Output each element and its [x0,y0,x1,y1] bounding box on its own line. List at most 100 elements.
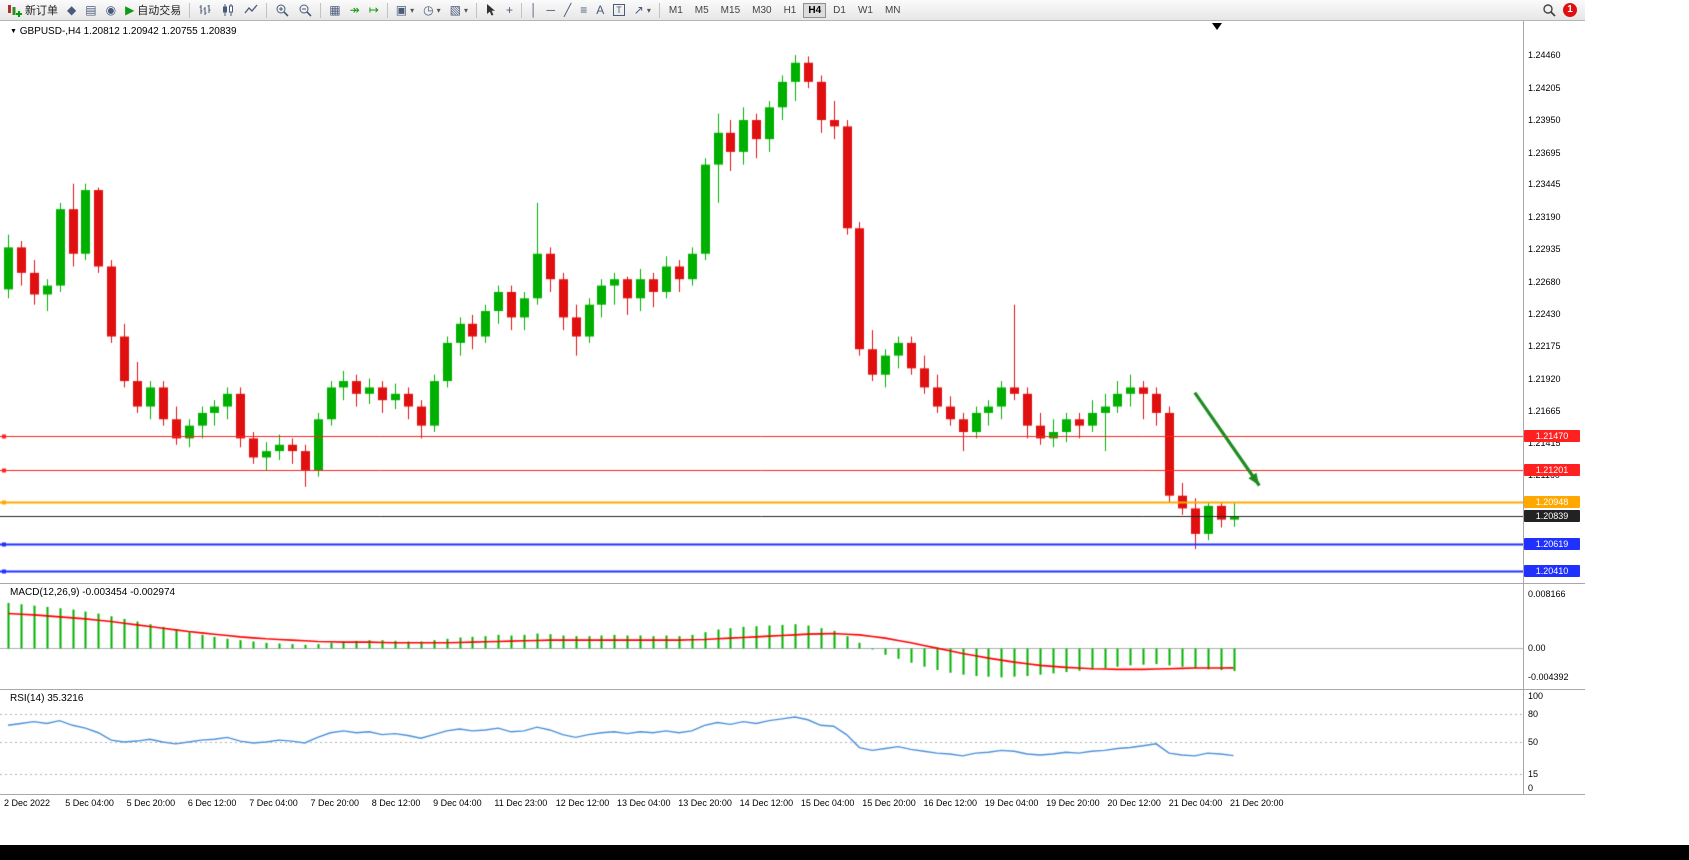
timeframe-button-d1[interactable]: D1 [828,3,851,18]
time-axis-label: 13 Dec 04:00 [617,798,671,808]
price-line-label[interactable]: 1.21201 [1524,464,1580,476]
symbols-icon: ◆ [67,3,77,17]
zoom-in-button[interactable] [271,1,293,19]
time-axis-label: 12 Dec 12:00 [555,798,610,808]
panel-separator[interactable] [0,689,1585,690]
price-axis-label: 1.23950 [1528,115,1561,126]
candlestick-chart-button[interactable] [217,1,239,19]
rsi-indicator-label: RSI(14) 35.3216 [10,693,83,704]
trendline-icon: ╱ [564,3,572,17]
zoom-out-button[interactable] [294,1,316,19]
text-button[interactable]: A [592,1,608,19]
timeframe-button-m5[interactable]: M5 [690,3,714,18]
text-label-button[interactable]: T [609,1,629,19]
price-line-label[interactable]: 1.20619 [1524,538,1580,550]
autotrade-button[interactable]: ▶ 自动交易 [121,1,185,19]
macd-indicator-label: MACD(12,26,9) -0.003454 -0.002974 [10,587,175,598]
symbols-button[interactable]: ◆ [63,1,80,19]
expert-advisors-button[interactable]: ◉ [102,1,120,19]
price-axis-label: 1.23695 [1528,147,1561,158]
toolbar-separator [386,2,388,18]
time-axis-label: 19 Dec 04:00 [984,798,1039,808]
caret-down-icon: ▾ [410,5,415,15]
rsi-axis-label: 80 [1528,709,1539,720]
trendline-button[interactable]: ╱ [560,1,575,19]
chart-shift-marker [1212,23,1222,30]
price-line-label[interactable]: 1.20839 [1524,510,1580,522]
search-icon[interactable] [1542,3,1556,17]
new-chart-button[interactable]: ▣ ▾ [392,1,418,19]
price-line-label[interactable]: 1.20948 [1524,496,1580,508]
new-order-label: 新订单 [25,5,58,17]
auto-scroll-button[interactable]: ↠ [346,1,364,19]
caret-down-icon: ▾ [436,5,441,15]
rsi-axis-label: 100 [1528,690,1544,701]
timeframe-button-h4[interactable]: H4 [803,2,827,18]
rsi-axis-label: 0 [1528,783,1534,794]
arrows-icon: ↗ [633,3,644,17]
chart-shift-button[interactable]: ↦ [365,1,383,19]
timeframe-button-h1[interactable]: H1 [779,3,802,18]
caret-down-icon: ▾ [646,5,651,15]
arrows-button[interactable]: ↗ ▾ [630,1,655,19]
timeframe-button-w1[interactable]: W1 [853,3,878,18]
timeframe-button-m30[interactable]: M30 [747,3,776,18]
cursor-button[interactable] [481,1,501,19]
text-label-icon: T [613,4,625,16]
crosshair-button[interactable]: + [502,1,517,19]
market-watch-button[interactable]: ▤ [81,1,100,19]
candlestick-chart-icon [223,4,234,16]
templates-button[interactable]: ▧ ▾ [446,1,472,19]
time-axis-label: 20 Dec 12:00 [1107,798,1161,808]
price-axis-label: 1.21920 [1528,373,1561,384]
tile-windows-icon: ▦ [329,3,341,17]
timeframe-group: M1 M5 M15 M30 H1 H4 D1 W1 MN [664,2,906,18]
ohlc-values: 1.20812 1.20942 1.20755 1.20839 [83,26,237,37]
auto-scroll-icon: ↠ [349,3,360,17]
time-axis-label: 15 Dec 20:00 [862,798,916,808]
caret-down-icon: ▾ [463,5,468,15]
price-axis-label: 1.24205 [1528,82,1561,93]
price-axis-label: 1.22680 [1528,276,1561,287]
fibonacci-button[interactable]: ≡ [576,1,591,19]
bar-chart-icon [199,5,211,15]
macd-axis-label: 0.008166 [1528,588,1566,599]
chart-shift-icon: ↦ [368,3,379,17]
crosshair-icon: + [505,3,513,17]
rsi-value: 35.3216 [47,693,84,704]
time-axis-label: 7 Dec 20:00 [310,798,360,808]
timeframe-button-mn[interactable]: MN [880,3,906,18]
price-line-label[interactable]: 1.20410 [1524,565,1580,577]
timeframe-button-m1[interactable]: M1 [664,3,688,18]
macd-name: MACD(12,26,9) [10,587,80,598]
price-line-label[interactable]: 1.21470 [1524,430,1580,442]
price-axis-label: 1.21665 [1528,406,1561,416]
fibonacci-icon: ≡ [580,3,588,17]
time-axis-label: 19 Dec 20:00 [1046,798,1100,808]
macd-values: -0.003454 -0.002974 [82,587,176,598]
price-axis-label: 1.23445 [1528,179,1561,190]
bar-chart-button[interactable] [194,1,216,19]
templates-icon: ▧ [449,3,461,17]
profiles-button[interactable]: ◷ ▾ [419,1,445,19]
line-chart-button[interactable] [240,1,262,19]
rsi-axis-label: 50 [1528,737,1539,747]
horizontal-line-icon: ─ [546,3,556,17]
main-toolbar: 新订单 ◆ ▤ ◉ ▶ 自动交易 ▦ ↠ ↦ ▣ ▾ ◷ ▾ [0,0,1585,21]
notification-badge[interactable]: 1 [1563,3,1577,17]
time-axis-label: 8 Dec 12:00 [371,798,421,808]
rsi-axis-label: 15 [1528,769,1539,780]
price-axis-label: 1.21415 [1528,437,1561,448]
time-axis-label: 9 Dec 04:00 [433,798,482,808]
timeframe-button-m15[interactable]: M15 [716,3,745,18]
time-axis-label: 5 Dec 04:00 [65,798,114,808]
panel-separator[interactable] [0,583,1585,584]
macd-axis-label: -0.004392 [1528,672,1569,683]
horizontal-line-button[interactable]: ─ [543,1,560,19]
text-icon: A [596,3,605,17]
vertical-line-button[interactable]: │ [526,1,542,19]
tile-windows-button[interactable]: ▦ [325,1,344,19]
main-chart-canvas[interactable] [0,21,1523,794]
time-axis-label: 15 Dec 04:00 [800,798,855,808]
new-order-button[interactable]: 新订单 [3,1,62,19]
